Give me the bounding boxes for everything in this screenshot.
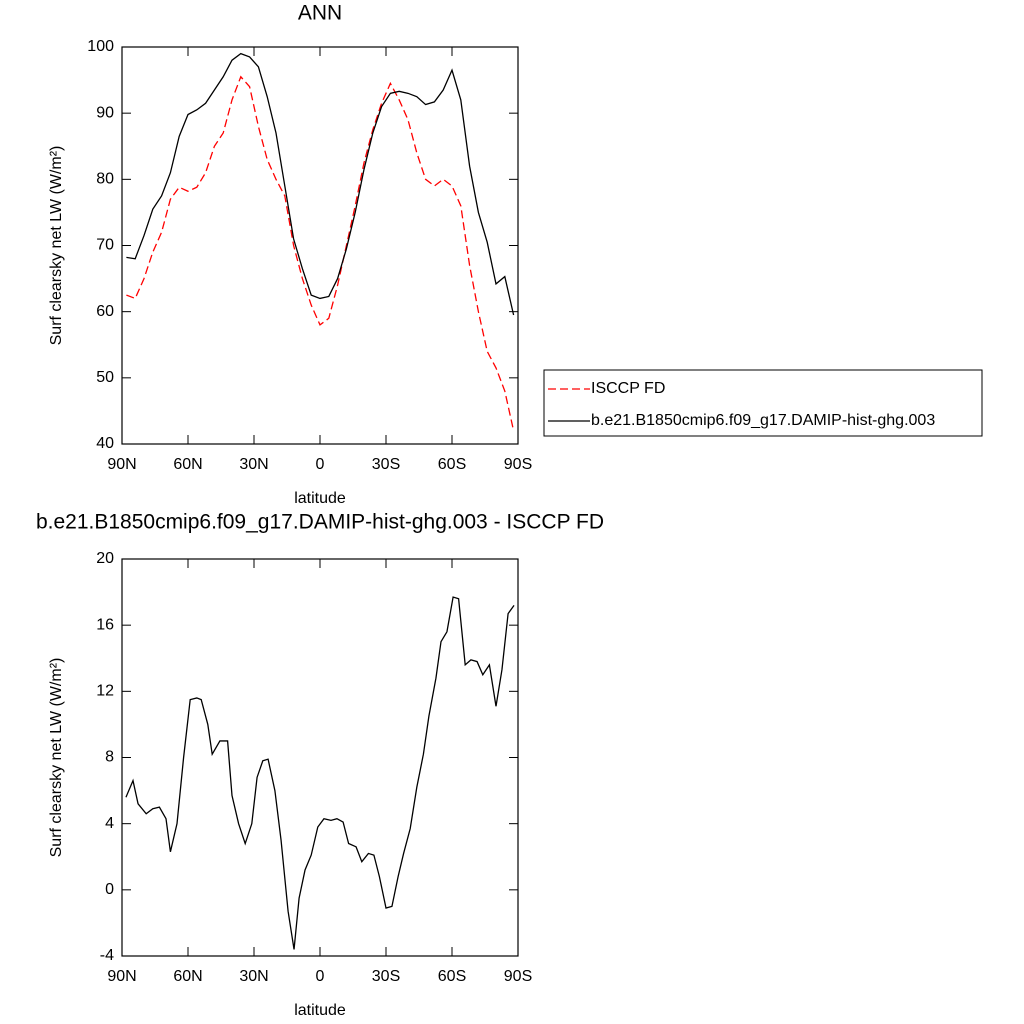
- x-tick-label: 30S: [372, 968, 400, 985]
- x-tick-label: 0: [316, 456, 325, 473]
- data-line: [125, 596, 515, 950]
- legend-label: ISCCP FD: [591, 380, 665, 397]
- plot-frame: [121, 46, 519, 445]
- y-tick-label: 8: [105, 749, 114, 766]
- x-tick-label: 60S: [438, 968, 466, 985]
- legend-label: b.e21.B1850cmip6.f09_g17.DAMIP-hist-ghg.…: [591, 412, 935, 429]
- x-tick-label: 60N: [173, 456, 202, 473]
- x-tick-label: 90N: [107, 968, 136, 985]
- x-tick-label: 90S: [504, 456, 532, 473]
- x-tick-label: 30N: [239, 456, 268, 473]
- plot-frame: [121, 558, 519, 957]
- x-tick-label: 30S: [372, 456, 400, 473]
- legend-box: [543, 369, 983, 437]
- y-tick-label: 40: [96, 435, 114, 452]
- y-tick-label: 4: [105, 815, 114, 832]
- chart-title: b.e21.B1850cmip6.f09_g17.DAMIP-hist-ghg.…: [36, 511, 604, 534]
- x-tick-label: 0: [316, 968, 325, 985]
- y-axis-label: Surf clearsky net LW (W/m²): [48, 658, 65, 858]
- x-tick-label: 90N: [107, 456, 136, 473]
- data-line: [126, 52, 515, 316]
- y-tick-label: 16: [96, 616, 114, 633]
- y-tick-label: 100: [87, 38, 114, 55]
- x-tick-label: 90S: [504, 968, 532, 985]
- x-axis-label: latitude: [294, 490, 346, 507]
- y-tick-label: 0: [105, 881, 114, 898]
- y-tick-label: 90: [96, 104, 114, 121]
- y-tick-label: 60: [96, 303, 114, 320]
- y-tick-label: 12: [96, 683, 114, 700]
- data-line: [126, 75, 515, 431]
- y-tick-label: 50: [96, 369, 114, 386]
- y-tick-label: -4: [100, 947, 114, 964]
- y-tick-label: 70: [96, 237, 114, 254]
- y-tick-label: 80: [96, 171, 114, 188]
- y-tick-label: 20: [96, 550, 114, 567]
- x-tick-label: 60S: [438, 456, 466, 473]
- chart-title: ANN: [298, 2, 342, 25]
- x-axis-label: latitude: [294, 1002, 346, 1019]
- y-axis-label: Surf clearsky net LW (W/m²): [48, 146, 65, 346]
- x-tick-label: 30N: [239, 968, 268, 985]
- x-tick-label: 60N: [173, 968, 202, 985]
